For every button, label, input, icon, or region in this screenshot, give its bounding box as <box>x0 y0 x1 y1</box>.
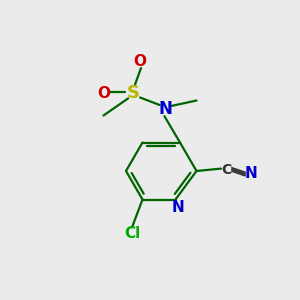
Text: N: N <box>172 200 184 215</box>
Text: N: N <box>158 100 172 118</box>
Text: O: O <box>97 85 110 100</box>
Text: S: S <box>127 84 140 102</box>
Text: Cl: Cl <box>124 226 140 242</box>
Text: N: N <box>244 167 257 182</box>
Text: C: C <box>221 163 232 176</box>
Text: O: O <box>133 54 146 69</box>
